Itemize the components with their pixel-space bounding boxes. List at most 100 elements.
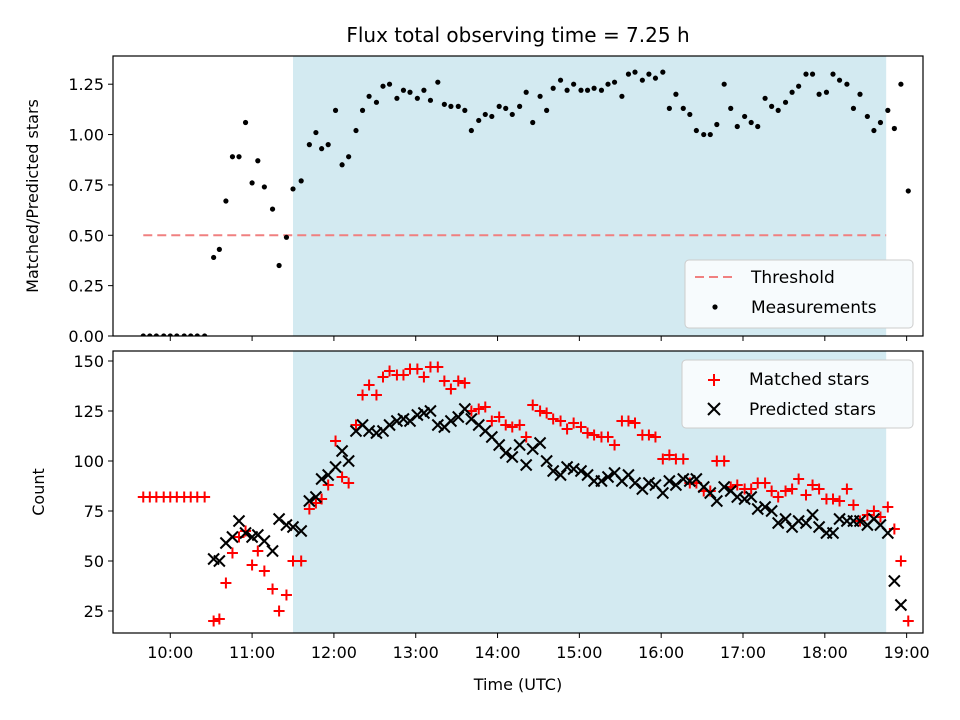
predicted-star-point: [710, 494, 724, 508]
chart-title: Flux total observing time = 7.25 h: [346, 23, 689, 47]
measurement-point: [325, 142, 331, 148]
measurement-point: [864, 113, 870, 120]
matched-star-point: [350, 419, 362, 431]
measurement-point: [537, 93, 543, 99]
matched-star-point: [568, 417, 580, 429]
matched-star-point: [452, 375, 464, 387]
measurement-point: [605, 81, 611, 87]
matched-star-point: [384, 365, 396, 377]
matched-star-point: [295, 555, 307, 567]
measurement-point: [509, 111, 515, 118]
matched-star-point: [418, 371, 430, 383]
legend-matched-label: Matched stars: [749, 370, 869, 390]
matched-star-point: [213, 613, 225, 625]
measurement-point: [249, 180, 255, 186]
matched-star-point: [226, 547, 238, 559]
measurement-point: [850, 105, 857, 111]
predicted-star-point: [656, 486, 670, 500]
predicted-star-point: [540, 454, 553, 468]
measurement-point: [269, 206, 276, 212]
measurement-point: [174, 333, 180, 336]
legend-threshold-label: Threshold: [750, 268, 835, 288]
y-tick-label: 50: [84, 552, 104, 571]
y-tick-label: 1.25: [68, 75, 104, 94]
predicted-star-point: [554, 468, 567, 482]
y-tick-label: 0.75: [68, 176, 104, 195]
predicted-star-point: [533, 436, 547, 450]
measurement-point: [147, 333, 153, 336]
measurement-point: [693, 127, 699, 134]
measurement-point: [598, 87, 605, 93]
measurement-point: [557, 77, 564, 83]
predicted-star-point: [315, 472, 328, 486]
predicted-star-point: [751, 502, 764, 516]
y-tick-label: 0.25: [68, 277, 104, 296]
predicted-star-point: [294, 524, 308, 538]
measurement-point: [455, 103, 461, 109]
matched-star-point: [411, 363, 423, 375]
matched-star-point: [588, 429, 600, 441]
matched-star-point: [267, 583, 279, 595]
predicted-star-point: [771, 516, 785, 530]
y-tick-label: 75: [84, 502, 104, 521]
measurement-point: [844, 81, 850, 87]
measurement-point: [223, 198, 229, 204]
measurement-point: [721, 81, 727, 87]
measurement-point: [775, 107, 781, 113]
predicted-star-point: [853, 514, 867, 528]
measurement-point: [734, 123, 740, 130]
measurement-point: [242, 119, 249, 126]
measurement-point: [885, 107, 891, 113]
matched-star-point: [303, 503, 315, 515]
matched-star-point: [432, 361, 444, 373]
predicted-star-point: [329, 460, 342, 474]
predicted-star-point: [792, 514, 805, 528]
y-tick-label: 1.00: [68, 126, 104, 145]
matched-star-point: [663, 449, 675, 461]
predicted-star-point: [444, 414, 458, 428]
measurement-point: [871, 127, 877, 134]
matched-star-point: [438, 375, 450, 387]
predicted-star-point: [239, 526, 252, 540]
matched-star-point: [759, 477, 771, 489]
matched-star-point: [834, 495, 846, 507]
measurement-point: [769, 103, 775, 109]
predicted-star-point: [574, 464, 588, 478]
matched-star-point: [357, 389, 369, 401]
matched-star-point: [370, 389, 382, 401]
matched-star-point: [252, 545, 264, 557]
predicted-star-point: [758, 500, 772, 514]
x-tick-label: 18:00: [802, 643, 848, 662]
measurement-point: [153, 333, 159, 336]
matched-star-point: [534, 405, 546, 417]
predicted-star-point: [546, 464, 560, 478]
measurement-point: [687, 111, 693, 118]
measurement-point: [782, 99, 789, 105]
measurement-point: [319, 146, 325, 152]
predicted-star-point: [309, 490, 323, 504]
matched-star-point: [629, 417, 641, 429]
matched-star-point: [657, 453, 669, 465]
predicted-star-point: [266, 544, 279, 558]
matched-star-point: [555, 415, 567, 427]
x-tick-label: 13:00: [393, 643, 439, 662]
matched-star-point: [322, 479, 334, 491]
matched-star-point: [506, 421, 518, 433]
measurement-point: [742, 113, 748, 120]
predicted-star-point: [335, 444, 349, 458]
predicted-star-point: [452, 410, 465, 424]
matched-star-point: [220, 577, 232, 589]
measurement-point: [332, 107, 339, 113]
measurement-point: [632, 69, 638, 75]
matched-star-point: [622, 415, 634, 427]
measurement-point: [578, 87, 584, 93]
measurement-point: [255, 158, 261, 164]
measurement-point: [523, 89, 529, 95]
measurement-point: [427, 97, 434, 103]
measurement-point: [857, 91, 863, 97]
measurement-point: [236, 154, 242, 160]
matched-star-point: [273, 605, 285, 617]
measurement-point: [891, 125, 897, 132]
measurement-point: [550, 85, 556, 91]
measurement-point: [211, 254, 217, 261]
